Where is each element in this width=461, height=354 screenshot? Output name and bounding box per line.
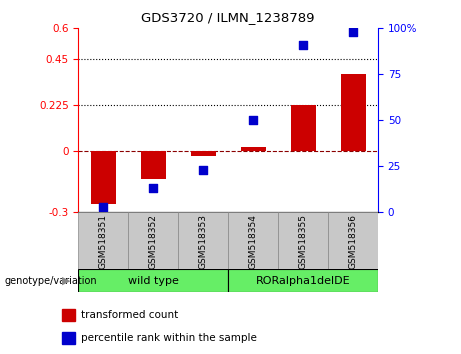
Bar [228,212,278,269]
Point [349,29,357,35]
Bar [328,212,378,269]
Text: GSM518351: GSM518351 [99,214,108,269]
Bar [191,151,216,156]
Bar [78,212,128,269]
Bar [91,151,116,204]
Bar [290,105,316,151]
Text: percentile rank within the sample: percentile rank within the sample [81,332,257,343]
Text: genotype/variation: genotype/variation [5,275,97,286]
Bar [341,74,366,151]
Bar [178,212,228,269]
Text: GSM518352: GSM518352 [149,214,158,269]
Text: GSM518353: GSM518353 [199,214,208,269]
Point [200,167,207,173]
Text: ▶: ▶ [62,275,71,286]
Bar [241,147,266,151]
Title: GDS3720 / ILMN_1238789: GDS3720 / ILMN_1238789 [142,11,315,24]
Point [100,204,107,210]
Bar [141,151,166,179]
Point [149,185,157,191]
Text: wild type: wild type [128,275,179,286]
Text: GSM518355: GSM518355 [299,214,307,269]
Point [300,42,307,48]
Text: GSM518356: GSM518356 [349,214,358,269]
Bar [228,269,378,292]
Text: GSM518354: GSM518354 [248,214,258,269]
Text: RORalpha1delDE: RORalpha1delDE [256,275,350,286]
Bar [128,212,178,269]
Bar [78,269,228,292]
Point [249,118,257,123]
Text: transformed count: transformed count [81,309,178,320]
Bar [62,332,75,343]
Bar [62,309,75,321]
Bar [278,212,328,269]
